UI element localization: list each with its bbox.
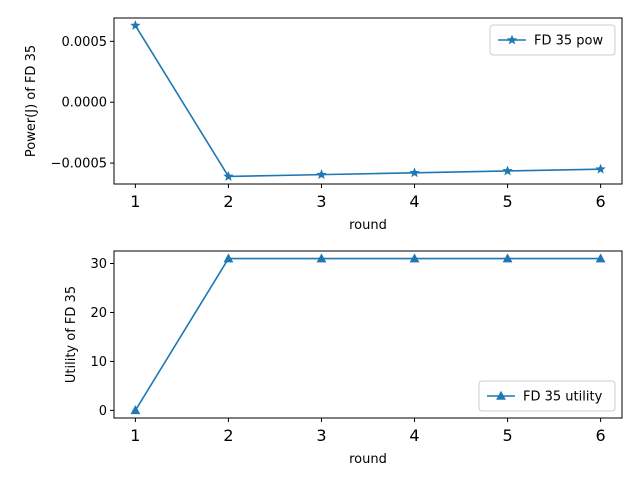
x-tick-label: 3 <box>316 426 326 445</box>
series-line-1 <box>134 25 601 178</box>
y-tick-label: 10 <box>90 355 107 370</box>
x-tick-label: 4 <box>409 192 419 211</box>
x-tick-label: 6 <box>596 192 606 211</box>
y-axis-label: Power(J) of FD 35 <box>24 45 39 157</box>
x-tick-label: 2 <box>223 426 233 445</box>
data-point-1-5 <box>502 165 513 176</box>
data-point-2-5 <box>502 253 513 263</box>
data-point-1-4 <box>409 167 420 178</box>
y-tick-label: −0.0005 <box>51 157 107 172</box>
data-point-1-2 <box>223 171 234 181</box>
legend: FD 35 pow <box>489 24 616 56</box>
subplot-2: 1 2 3 4 5 6 0 10 20 30 round Utility of FD 35 FD 35 … <box>64 250 623 467</box>
data-point-2-1 <box>130 405 141 415</box>
y-tick-label: 0.0000 <box>62 96 108 111</box>
legend-label: FD 35 utility <box>523 390 603 405</box>
legend-box <box>478 380 616 412</box>
x-tick-label: 4 <box>409 426 419 445</box>
y-tick-label: 30 <box>90 257 107 272</box>
x-tick-label: 6 <box>596 426 606 445</box>
x-tick-label: 5 <box>502 426 512 445</box>
x-tick-label: 1 <box>130 192 140 211</box>
x-tick-label: 2 <box>223 192 233 211</box>
legend-box <box>489 24 616 56</box>
legend-marker <box>506 34 518 45</box>
data-point-2-3 <box>316 253 327 263</box>
y-tick-label: 20 <box>90 306 107 321</box>
x-tick-label: 5 <box>502 192 512 211</box>
y-tick-label: 0 <box>99 404 107 419</box>
data-point-1-6 <box>595 163 606 174</box>
axes-frame <box>113 17 623 185</box>
data-point-1-3 <box>316 169 327 180</box>
x-axis-label: round <box>349 218 387 233</box>
legend: FD 35 utility <box>478 380 616 412</box>
legend-marker <box>496 390 506 400</box>
x-tick-label: 3 <box>316 192 326 211</box>
data-point-1-1 <box>130 20 141 30</box>
axes-frame <box>113 250 623 419</box>
x-tick-label: 1 <box>130 426 140 445</box>
data-point-2-4 <box>409 253 420 263</box>
legend-label: FD 35 pow <box>534 34 604 49</box>
data-point-2-2 <box>223 253 234 263</box>
subplot-1: 1 2 3 4 5 6 0.0005 0.0000 −0.0005 round Power(J) o… <box>24 17 623 233</box>
y-axis-label: Utility of FD 35 <box>64 286 79 383</box>
data-point-2-6 <box>595 253 606 263</box>
x-axis-label: round <box>349 452 387 467</box>
subplots: 1 2 3 4 5 6 0.0005 0.0000 −0.0005 round Power(J) o… <box>24 17 623 467</box>
y-tick-label: 0.0005 <box>62 35 108 50</box>
series-line-2 <box>134 257 601 411</box>
